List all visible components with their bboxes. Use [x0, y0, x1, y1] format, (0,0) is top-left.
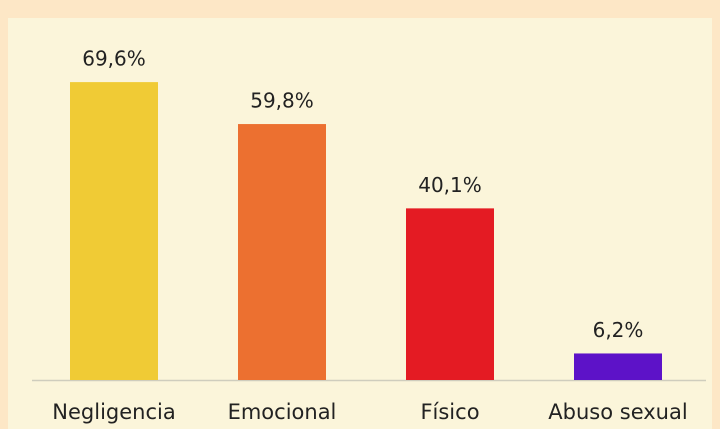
x-tick-label: Físico [420, 400, 479, 424]
bar [406, 208, 494, 380]
x-tick-label: Negligencia [52, 400, 175, 424]
value-label: 59,8% [250, 89, 314, 113]
bar [238, 124, 326, 380]
value-label: 40,1% [418, 173, 482, 197]
x-tick-label: Emocional [228, 400, 337, 424]
value-label: 69,6% [82, 47, 146, 71]
bar [70, 82, 158, 380]
value-label: 6,2% [593, 318, 644, 342]
bar [574, 353, 662, 380]
x-tick-label: Abuso sexual [548, 400, 687, 424]
